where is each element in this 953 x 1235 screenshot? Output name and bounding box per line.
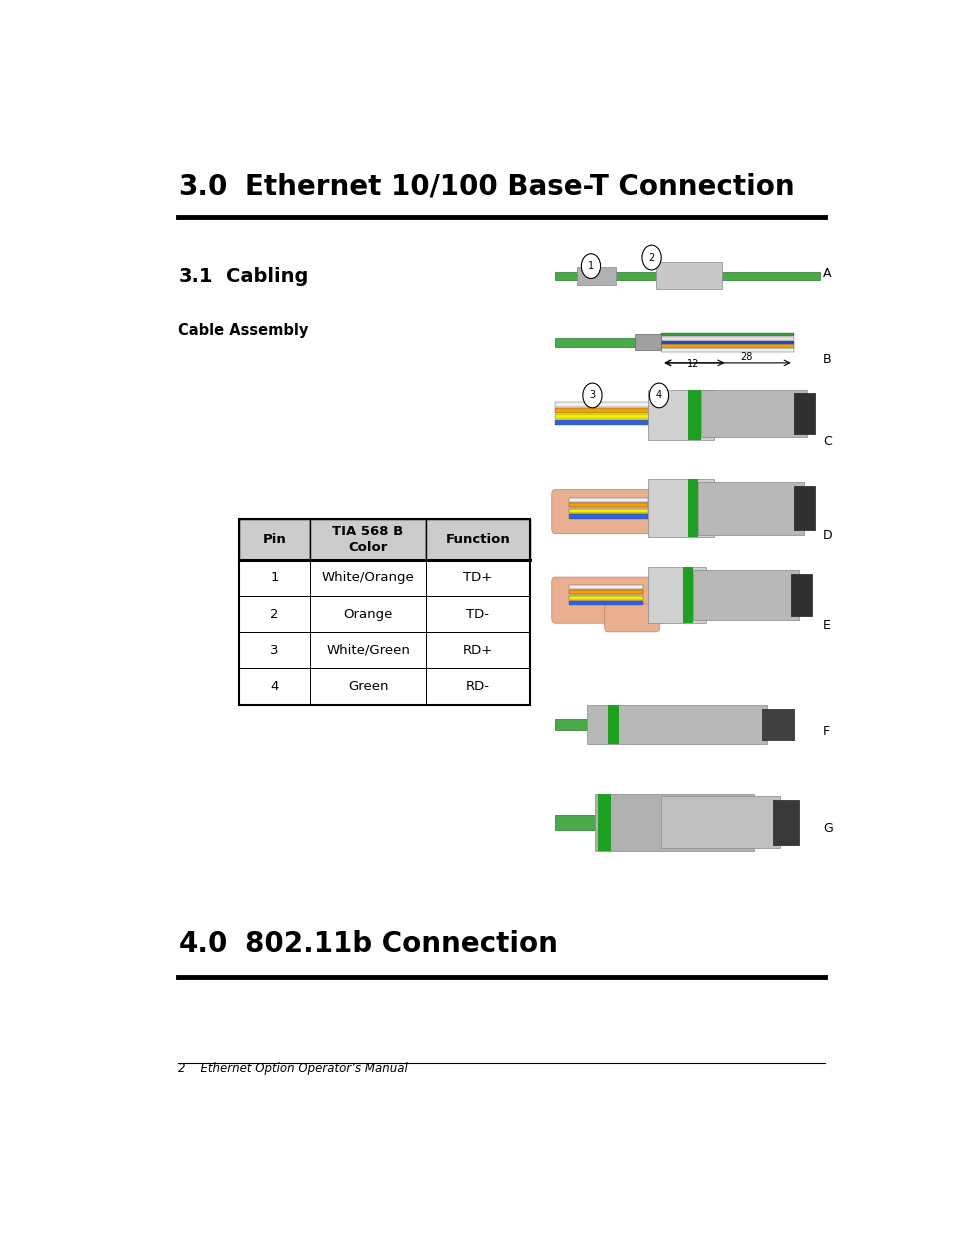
Bar <box>647 390 714 440</box>
Text: Function: Function <box>445 534 510 546</box>
Bar <box>555 719 595 730</box>
Bar <box>568 498 647 501</box>
Bar <box>647 567 705 624</box>
Text: TIA 568 B
Color: TIA 568 B Color <box>332 525 403 555</box>
Bar <box>660 348 793 352</box>
Text: 1: 1 <box>587 261 594 272</box>
Bar <box>687 390 700 440</box>
Circle shape <box>649 383 668 408</box>
Text: D: D <box>822 529 832 542</box>
Bar <box>693 569 799 620</box>
Bar <box>239 519 529 704</box>
Bar <box>660 797 780 848</box>
Text: 12: 12 <box>686 358 699 369</box>
Text: C: C <box>822 435 831 447</box>
Text: 3: 3 <box>589 390 595 400</box>
Bar <box>239 632 529 668</box>
Text: Ethernet 10/100 Base-T Connection: Ethernet 10/100 Base-T Connection <box>245 173 794 200</box>
Bar <box>793 393 814 435</box>
Text: RD+: RD+ <box>462 643 493 657</box>
Bar <box>568 504 647 508</box>
Bar <box>555 420 674 425</box>
Text: Green: Green <box>348 680 388 693</box>
Bar <box>598 794 611 851</box>
Bar <box>568 595 642 600</box>
Bar <box>608 705 618 745</box>
Text: 1: 1 <box>270 572 278 584</box>
Text: Cabling: Cabling <box>226 267 309 287</box>
Text: 3.0: 3.0 <box>178 173 228 200</box>
Bar <box>568 601 642 605</box>
Text: A: A <box>822 267 831 280</box>
Text: 4: 4 <box>270 680 278 693</box>
Text: White/Green: White/Green <box>326 643 410 657</box>
Bar <box>660 341 793 343</box>
Text: 2: 2 <box>270 608 278 621</box>
Bar <box>568 590 642 594</box>
Bar <box>687 479 698 537</box>
Text: E: E <box>822 619 830 632</box>
Bar <box>555 815 602 830</box>
Bar <box>761 709 793 740</box>
Bar <box>239 519 529 704</box>
Bar <box>634 335 660 350</box>
Text: TD+: TD+ <box>463 572 492 584</box>
Bar <box>700 390 806 437</box>
Text: Orange: Orange <box>343 608 393 621</box>
Bar <box>793 485 814 530</box>
Text: TD-: TD- <box>466 608 489 621</box>
Bar <box>587 705 766 745</box>
Bar <box>568 509 647 513</box>
Text: 4: 4 <box>656 390 661 400</box>
Text: 28: 28 <box>740 352 751 362</box>
Bar <box>555 414 674 419</box>
Text: 2    Ethernet Option Operator’s Manual: 2 Ethernet Option Operator’s Manual <box>178 1062 408 1076</box>
Circle shape <box>582 383 601 408</box>
FancyBboxPatch shape <box>604 604 659 632</box>
Text: White/Orange: White/Orange <box>321 572 414 584</box>
Text: G: G <box>822 821 832 835</box>
Bar <box>656 262 721 289</box>
Bar <box>595 794 753 851</box>
Bar <box>790 574 811 616</box>
Text: 4.0: 4.0 <box>178 930 228 958</box>
Bar <box>555 337 647 347</box>
Text: B: B <box>822 353 831 366</box>
Text: 3.1: 3.1 <box>178 267 213 287</box>
FancyBboxPatch shape <box>551 489 664 534</box>
Bar <box>660 337 793 340</box>
Bar <box>576 267 616 284</box>
Bar <box>555 272 700 279</box>
Text: 802.11b Connection: 802.11b Connection <box>245 930 558 958</box>
Bar <box>555 403 674 408</box>
Bar <box>568 585 642 589</box>
Bar <box>721 272 820 279</box>
Text: RD-: RD- <box>465 680 489 693</box>
Bar <box>660 345 793 348</box>
Text: 2: 2 <box>648 253 654 263</box>
Bar <box>555 409 674 412</box>
Bar <box>660 332 793 336</box>
Text: 3: 3 <box>270 643 278 657</box>
Bar <box>239 668 529 704</box>
Bar <box>647 479 714 537</box>
Text: Pin: Pin <box>262 534 286 546</box>
Bar <box>568 515 647 519</box>
Text: F: F <box>822 725 829 737</box>
Bar <box>681 567 693 624</box>
Bar <box>239 597 529 632</box>
FancyBboxPatch shape <box>551 577 651 624</box>
Circle shape <box>641 246 660 270</box>
Bar <box>772 800 799 845</box>
Circle shape <box>580 253 600 278</box>
Bar <box>239 559 529 597</box>
Bar <box>239 519 310 559</box>
Bar <box>426 519 529 559</box>
Bar <box>698 482 803 535</box>
Text: Cable Assembly: Cable Assembly <box>178 324 309 338</box>
Bar <box>310 519 426 559</box>
